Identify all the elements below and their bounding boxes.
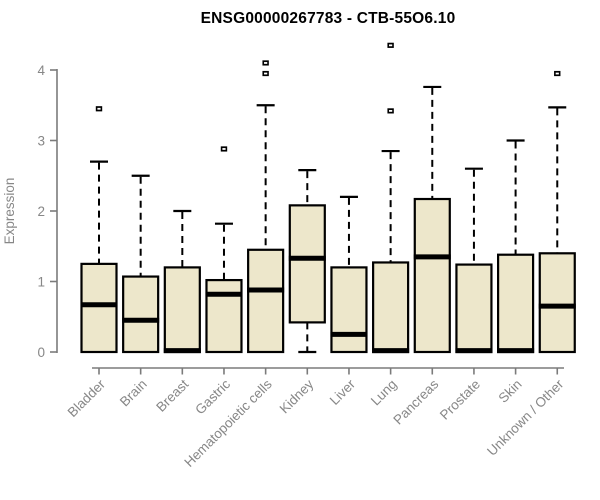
outlier-point-center [555,72,559,75]
outlier-point-center [389,44,393,47]
x-category-label: Lung [368,377,400,409]
x-category-label: Kidney [277,376,317,416]
y-tick-label: 1 [37,274,45,289]
iqr-box [163,266,201,354]
box-bladder [80,106,118,354]
x-category-label: Gastric [192,376,233,417]
x-category-label: Brain [117,377,150,410]
iqr-box [538,252,576,354]
iqr-box [288,204,326,324]
iqr-box [372,261,410,354]
y-axis: 0 1 2 3 4 [37,63,58,360]
x-category-label: Pancreas [390,376,441,427]
box-liver [330,195,368,354]
iqr-box [122,275,160,354]
x-category-label: Liver [327,376,359,408]
iqr-box [497,253,535,354]
x-category-label: Unknown / Other [484,376,567,459]
box-kidney [288,169,326,354]
iqr-box [455,263,493,354]
box-breast [163,209,201,354]
outlier-point-center [389,109,393,112]
outlier-point-center [222,148,226,150]
iqr-box [205,278,243,354]
box-unknown-other [538,70,576,354]
boxes-layer [80,42,576,354]
iqr-box [80,262,118,354]
y-tick-label: 4 [37,63,45,78]
iqr-box [413,197,451,354]
outlier-point-center [97,107,101,110]
x-category-label: Prostate [437,377,483,423]
x-category-label: Bladder [65,376,109,420]
y-tick-label: 0 [37,345,45,360]
iqr-box [247,248,285,354]
iqr-box [330,266,368,354]
x-category-label: Breast [153,376,191,414]
box-lung [372,42,410,354]
box-hematopoietic-cells [247,60,285,354]
box-brain [122,174,160,354]
chart-title: ENSG00000267783 - CTB-55O6.10 [200,10,456,27]
y-axis-title: Expression [2,178,17,245]
box-gastric [205,146,243,354]
outlier-point-center [264,72,268,75]
y-tick-label: 3 [37,133,45,148]
outlier-point-center [264,62,268,64]
x-category-label: Skin [496,377,525,406]
box-prostate [455,167,493,354]
box-pancreas [413,85,451,354]
box-skin [497,139,535,354]
y-tick-label: 2 [37,204,45,219]
